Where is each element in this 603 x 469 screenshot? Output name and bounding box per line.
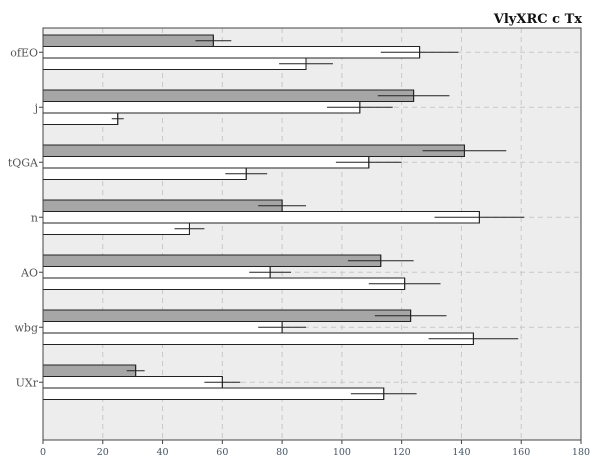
bar bbox=[42, 211, 480, 224]
x-tick-label: 160 bbox=[512, 447, 530, 458]
bar bbox=[42, 112, 119, 125]
y-tick-label: UXr bbox=[16, 376, 39, 389]
bar bbox=[42, 321, 283, 334]
x-tick-label: 20 bbox=[97, 447, 109, 458]
bar bbox=[42, 254, 382, 267]
bar bbox=[42, 277, 406, 290]
y-tick-label: j bbox=[33, 101, 38, 114]
bar bbox=[42, 364, 137, 377]
bar bbox=[42, 309, 412, 322]
bar bbox=[42, 167, 247, 180]
y-tick-label: AO bbox=[20, 266, 38, 279]
x-tick-label: 80 bbox=[276, 447, 288, 458]
y-tick-label: ofEO bbox=[10, 46, 38, 59]
chart-title: VlyXRC c Tx bbox=[493, 12, 582, 27]
plot-frame bbox=[42, 27, 582, 441]
y-axis: ofEO j tQGA n AO wbg UXr bbox=[8, 46, 43, 389]
y-tick-label: tQGA bbox=[8, 156, 39, 169]
x-tick-label: 120 bbox=[393, 447, 411, 458]
bar bbox=[42, 101, 361, 114]
error-bars bbox=[111, 34, 525, 400]
bar bbox=[42, 199, 283, 212]
bar bbox=[42, 57, 307, 70]
x-axis: 0 20 40 60 80 100 120 140 160 180 bbox=[40, 440, 590, 458]
bar bbox=[42, 222, 190, 235]
bar bbox=[42, 46, 421, 59]
y-tick-label: n bbox=[31, 211, 38, 224]
bar bbox=[42, 376, 223, 389]
x-tick-label: 180 bbox=[572, 447, 590, 458]
bar bbox=[42, 156, 370, 169]
x-tick-label: 40 bbox=[157, 447, 169, 458]
bar bbox=[42, 34, 214, 47]
bar bbox=[42, 144, 465, 157]
x-tick-label: 100 bbox=[333, 447, 351, 458]
bars bbox=[42, 34, 480, 400]
x-tick-label: 0 bbox=[40, 447, 46, 458]
bar bbox=[42, 266, 271, 279]
y-tick-label: wbg bbox=[15, 321, 39, 334]
bar bbox=[42, 387, 385, 400]
x-tick-label: 60 bbox=[216, 447, 228, 458]
bar bbox=[42, 332, 474, 345]
x-tick-label: 140 bbox=[452, 447, 470, 458]
bar bbox=[42, 89, 415, 102]
